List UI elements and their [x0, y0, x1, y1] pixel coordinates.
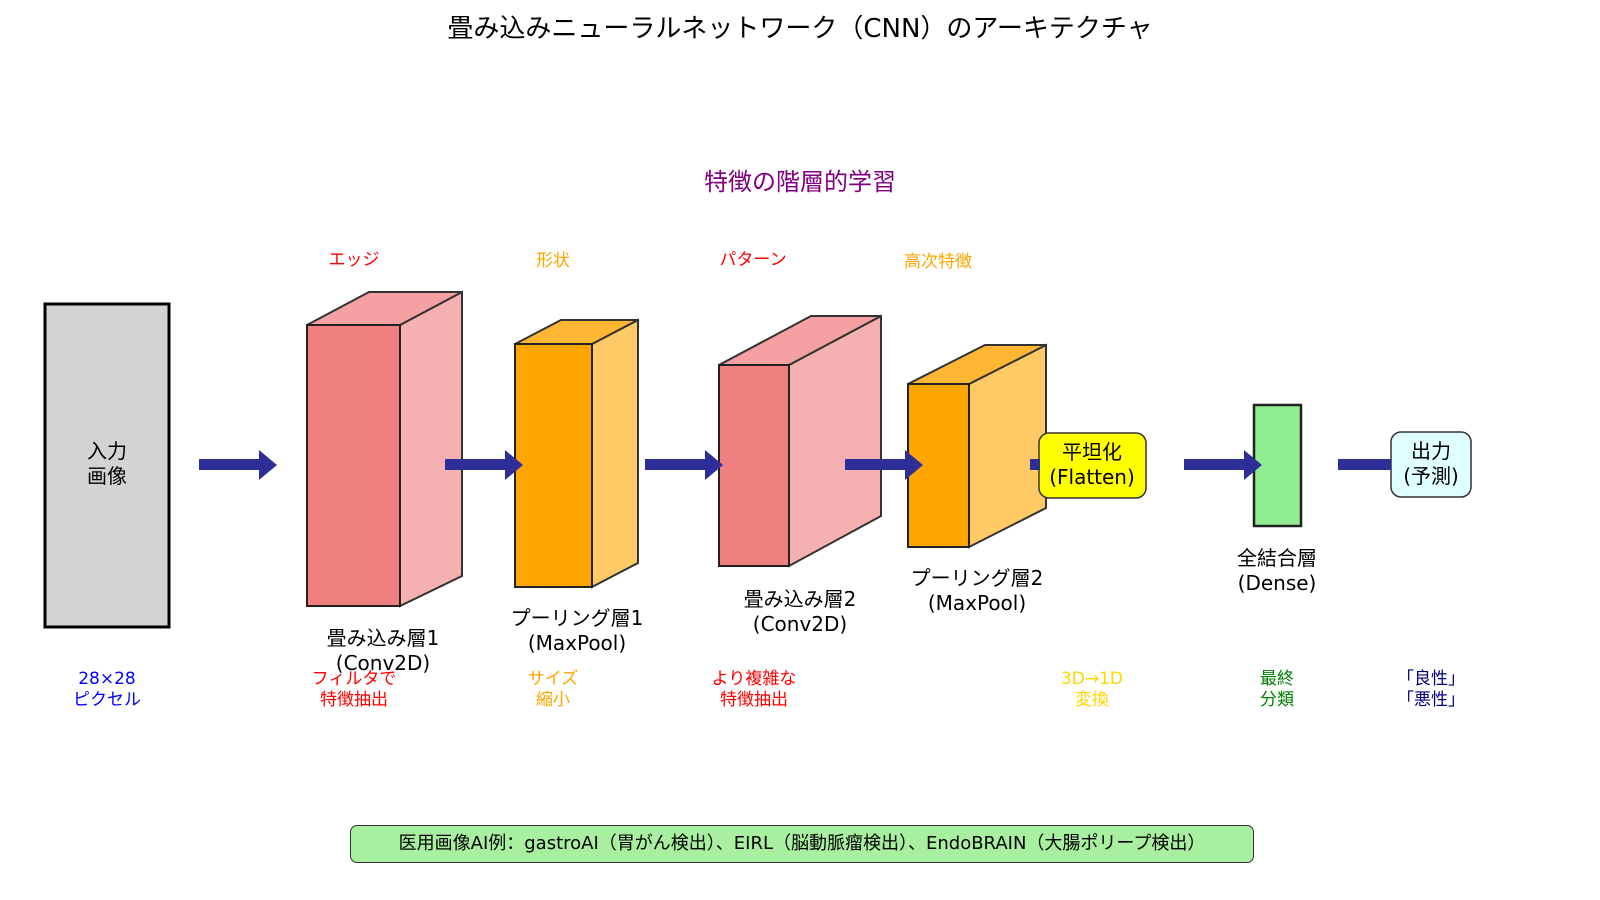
arrow-dense-to-output	[1338, 459, 1391, 470]
arrow-conv1-to-pool1	[445, 450, 523, 480]
arrow-flatten-to-dense	[1184, 450, 1262, 480]
conv-layer-2-block	[718, 314, 882, 568]
flatten-label: 平坦化 (Flatten)	[1049, 440, 1135, 489]
pool2-label: プーリング層2 (MaxPool)	[910, 566, 1044, 615]
conv1-note: フィルタで 特徴抽出	[311, 669, 397, 710]
dense-note: 最終 分類	[1260, 669, 1294, 710]
pool2-feature-label: 高次特徴	[904, 252, 972, 272]
output-label: 出力 (予測)	[1403, 439, 1459, 488]
dense-layer-block	[1252, 403, 1303, 528]
dense-label: 全結合層 (Dense)	[1237, 546, 1317, 595]
flatten-note: 3D→1D 変換	[1060, 669, 1124, 710]
page-title: 畳み込みニューラルネットワーク（CNN）のアーキテクチャ	[447, 14, 1153, 44]
arrow-conv2-to-pool2	[845, 450, 923, 480]
arrow-pool2-to-flatten	[1030, 459, 1040, 470]
pool-layer-1-block	[514, 318, 639, 589]
subtitle: 特徴の階層的学習	[704, 168, 896, 196]
input-label: 入力 画像	[87, 439, 127, 488]
conv1-label: 畳み込み層1 (Conv2D)	[326, 626, 440, 675]
conv2-label: 畳み込み層2 (Conv2D)	[743, 587, 857, 636]
conv1-feature-label: エッジ	[328, 250, 380, 270]
pool1-note: サイズ 縮小	[527, 669, 579, 710]
output-note: 「良性」 「悪性」	[1397, 669, 1465, 710]
input-note: 28×28 ピクセル	[73, 669, 141, 710]
pool1-feature-label: 形状	[536, 251, 570, 271]
conv2-note: より複雑な 特徴抽出	[711, 669, 797, 710]
pool1-label: プーリング層1 (MaxPool)	[510, 606, 644, 655]
pool-layer-2-block	[907, 343, 1047, 549]
conv2-feature-label: パターン	[719, 250, 787, 270]
input-image-block	[43, 302, 171, 629]
medical-ai-examples-box: 医用画像AI例：gastroAI（胃がん検出）、EIRL（脳動脈瘤検出）、End…	[350, 825, 1254, 863]
arrow-input-to-conv1	[199, 450, 277, 480]
arrow-pool1-to-conv2	[645, 450, 723, 480]
conv-layer-1-block	[306, 290, 463, 608]
